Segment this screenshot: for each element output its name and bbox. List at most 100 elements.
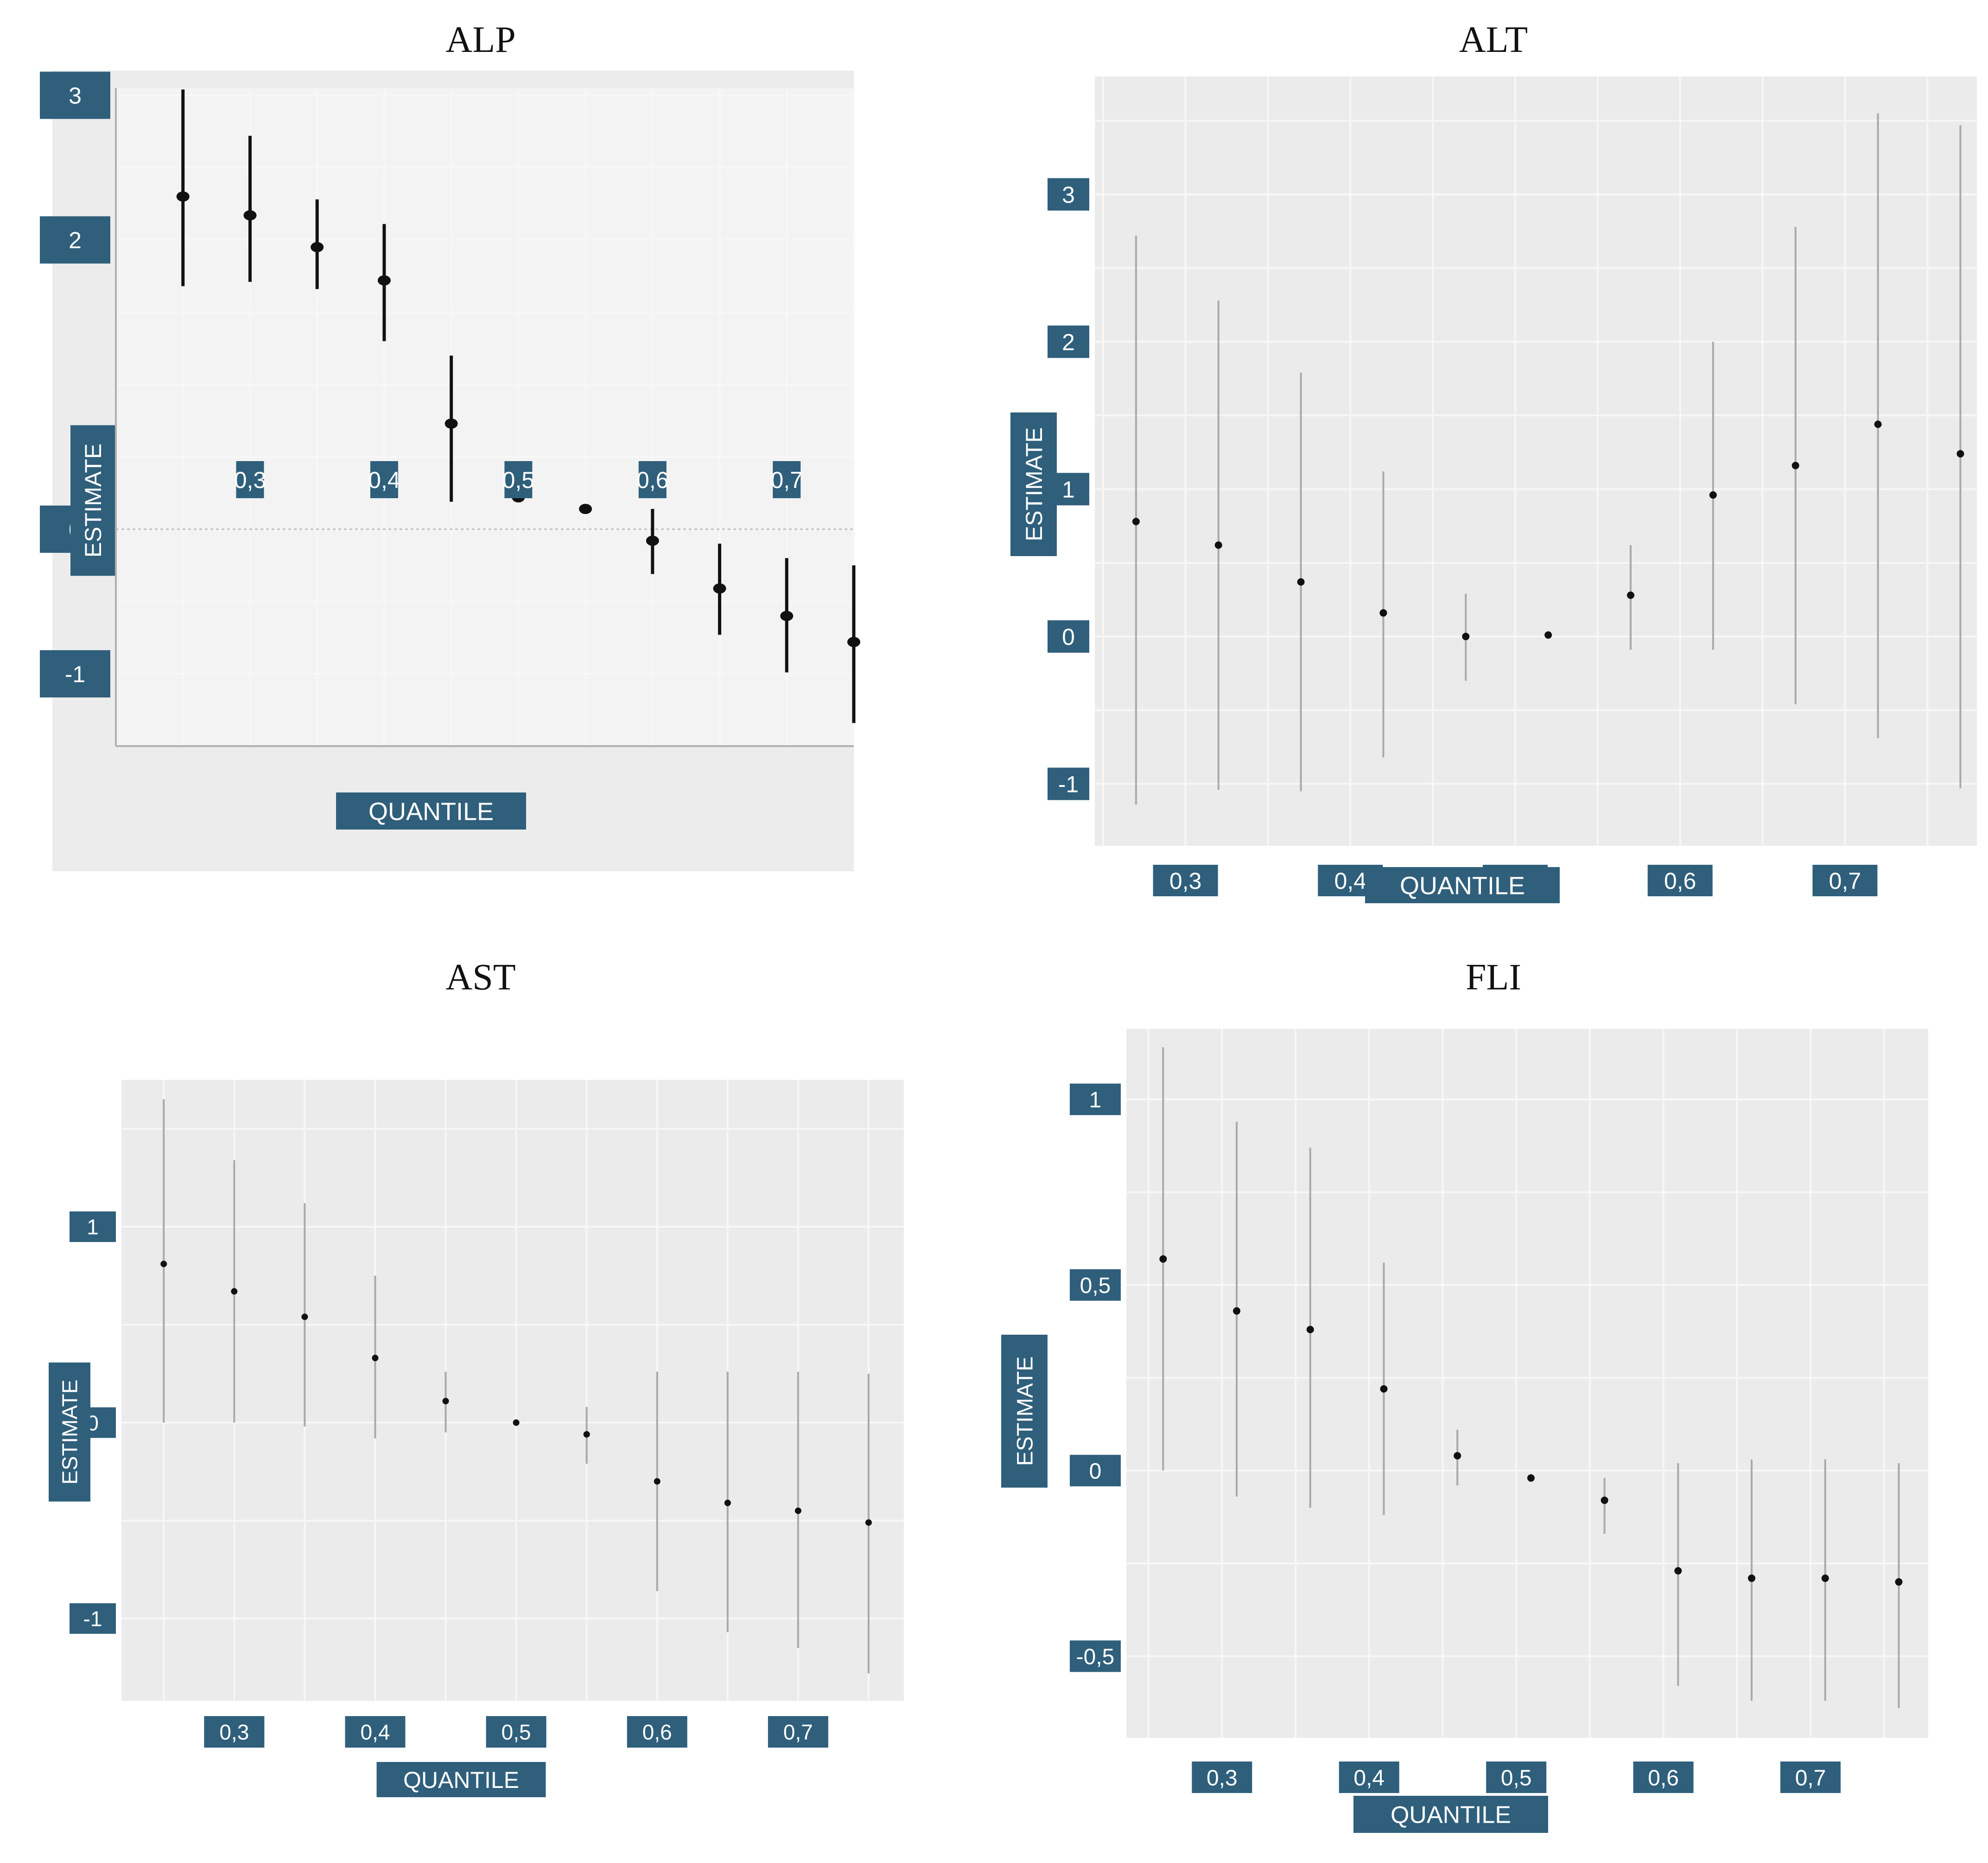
x-tick-label-bg [370, 461, 398, 498]
estimate-point [646, 535, 659, 546]
x-tick-label-text: 0,3 [234, 467, 267, 493]
y-tick-label: 3 [1048, 178, 1089, 211]
x-tick-label: 0,5 [502, 461, 534, 498]
y-tick-label-text: 0 [1089, 1459, 1102, 1484]
x-axis-title-text: QUANTILE [368, 798, 494, 825]
y-axis-title-bg [1001, 1335, 1048, 1488]
estimate-point [1544, 631, 1552, 639]
y-tick-label-text: 0,5 [1080, 1274, 1111, 1298]
x-axis-title-bg [376, 1762, 546, 1797]
estimate-point [1132, 518, 1140, 526]
x-tick-label-text: 0,6 [642, 1720, 672, 1744]
y-tick-label-bg [40, 216, 110, 264]
x-axis-title-text: QUANTILE [1400, 872, 1525, 900]
x-tick-label-bg [1780, 1762, 1841, 1793]
y-tick-label: 2 [1048, 325, 1089, 358]
x-tick-label: 0,6 [636, 461, 669, 498]
y-tick-label-bg [1070, 1455, 1121, 1487]
y-tick-label-bg [70, 1603, 116, 1634]
estimate-point [865, 1519, 872, 1526]
estimate-point [1821, 1574, 1829, 1582]
x-axis-title: QUANTILE [336, 792, 526, 830]
x-tick-label-text: 0,5 [1501, 1766, 1532, 1790]
x-tick-label-text: 0,4 [360, 1720, 390, 1744]
y-tick-label-bg [1048, 620, 1089, 653]
y-axis-title-text: ESTIMATE [1021, 427, 1047, 541]
x-tick-label-bg [236, 461, 264, 498]
x-tick-label: 0,5 [1486, 1762, 1547, 1793]
x-tick-label: 0,4 [1339, 1762, 1399, 1793]
x-tick-label-bg [345, 1716, 406, 1748]
x-tick-label: 0,3 [204, 1716, 265, 1748]
y-tick-label-text: -1 [65, 661, 85, 687]
y-tick-label: 0 [1070, 1455, 1121, 1487]
estimate-point [176, 191, 190, 202]
y-tick-label: 3 [40, 71, 110, 119]
estimate-point [513, 1419, 520, 1426]
y-tick-label: 0,5 [1070, 1269, 1121, 1301]
y-tick-label-text: -1 [83, 1607, 102, 1631]
y-axis-title-text: ESTIMATE [58, 1380, 82, 1485]
x-tick-label-text: 0,6 [1664, 868, 1696, 894]
x-tick-label: 0,7 [1780, 1762, 1841, 1793]
estimate-point [372, 1355, 379, 1362]
x-tick-label-text: 0,4 [1353, 1766, 1385, 1790]
estimate-point [1895, 1578, 1903, 1586]
x-tick-label: 0,4 [345, 1716, 406, 1748]
y-tick-label-bg [40, 650, 110, 697]
y-tick-label: -1 [70, 1603, 116, 1634]
estimate-point [1233, 1307, 1241, 1315]
y-axis-title-text: ESTIMATE [80, 444, 106, 558]
estimate-point [1956, 450, 1964, 458]
chart-panel-fli: FLI 1 0,5 0 -0,5 0,3 0,4 0,5 0,6 0,7 ESTIMATE QUANT… [1001, 957, 1928, 1833]
x-tick-label: 0,3 [234, 461, 267, 498]
estimate-point [301, 1313, 308, 1320]
estimate-point [231, 1288, 238, 1295]
x-tick-label-bg [1633, 1762, 1694, 1793]
x-tick-label: 0,6 [1647, 865, 1713, 896]
x-tick-label-text: 0,5 [502, 1720, 531, 1744]
x-tick-label: 0,7 [1812, 865, 1878, 896]
y-tick-label: 1 [1070, 1084, 1121, 1115]
y-tick-label-bg [70, 1211, 116, 1242]
y-tick-label-text: 1 [87, 1215, 99, 1239]
x-tick-label: 0,3 [1192, 1762, 1252, 1793]
x-tick-label-text: 0,7 [1829, 868, 1861, 894]
y-tick-label-bg [1070, 1640, 1121, 1672]
x-tick-label-bg [1812, 865, 1878, 896]
plot-background [1095, 76, 1977, 846]
y-tick-label-bg [1070, 1269, 1121, 1301]
estimate-point [1380, 1385, 1388, 1393]
x-tick-label-bg [1486, 1762, 1547, 1793]
y-tick-label-bg [40, 71, 110, 119]
x-tick-label-bg [204, 1716, 265, 1748]
estimate-point [713, 583, 726, 594]
estimate-point [847, 637, 860, 647]
x-tick-label-text: 0,3 [1207, 1766, 1238, 1790]
x-tick-label-bg [1647, 865, 1713, 896]
y-tick-label-text: 3 [1062, 182, 1075, 208]
y-tick-label-text: 2 [1062, 329, 1075, 355]
estimate-point [1527, 1474, 1535, 1482]
estimate-point [442, 1398, 449, 1405]
chart-title: FLI [1466, 957, 1521, 998]
y-tick-label-text: 3 [69, 83, 82, 109]
y-tick-label: -1 [40, 650, 110, 697]
x-axis-title-text: QUANTILE [403, 1767, 519, 1793]
x-tick-label-text: 0,3 [219, 1720, 249, 1744]
plot-background [116, 88, 854, 746]
y-axis-title-bg [49, 1362, 90, 1502]
estimate-point [1874, 420, 1882, 428]
x-axis-title: QUANTILE [376, 1762, 546, 1797]
estimate-point [377, 275, 391, 286]
x-tick-label-bg [1192, 1762, 1252, 1793]
x-tick-label-bg [486, 1716, 546, 1748]
x-tick-label-bg [627, 1716, 687, 1748]
x-tick-label-text: 0,3 [1169, 868, 1202, 894]
estimate-point [1601, 1496, 1608, 1504]
x-axis-title-bg [336, 792, 526, 830]
